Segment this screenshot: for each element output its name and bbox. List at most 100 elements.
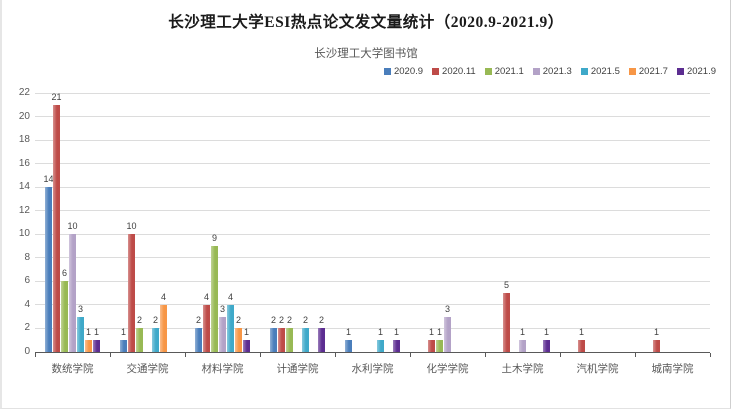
bar-value-label: 2 (278, 315, 285, 326)
x-axis-tick (710, 353, 711, 357)
y-axis-tick-label: 10 (18, 228, 30, 240)
bar-value-label: 9 (211, 233, 218, 244)
y-axis-tick-label: 22 (18, 87, 30, 98)
bar-2021.5-数统学院 (77, 316, 84, 352)
bar-value-label: 2 (286, 315, 293, 326)
bar-2020.9-数统学院 (45, 187, 52, 352)
x-axis-category-label: 汽机学院 (576, 363, 619, 375)
bar-2020.9-交通学院 (120, 340, 127, 352)
bar-value-label: 2 (195, 315, 202, 326)
legend-label: 2021.3 (542, 66, 572, 77)
bar-value-label: 6 (61, 268, 68, 279)
bar-value-label: 2 (152, 315, 159, 326)
y-axis-tick-label: 2 (24, 322, 30, 334)
bar-2020.9-计通学院 (270, 328, 277, 352)
legend-label: 2020.9 (393, 66, 424, 77)
legend-item-2020.9: 2020.9 (383, 66, 424, 77)
bar-2021.5-水利学院 (377, 340, 384, 352)
bar-value-label: 1 (519, 327, 526, 338)
bar-value-label: 2 (270, 315, 277, 326)
legend-item-2021.5: 2021.5 (580, 66, 620, 77)
y-axis-tick-label: 16 (18, 157, 30, 169)
bar-2021.3-化学学院 (444, 316, 451, 352)
x-axis-tick (110, 353, 111, 357)
y-gridline (35, 304, 710, 306)
x-axis-tick (185, 353, 186, 357)
x-axis-tick (635, 353, 636, 357)
bar-2020.11-土木学院 (503, 293, 510, 352)
bar-value-label: 1 (393, 327, 400, 338)
bar-value-label: 4 (160, 291, 167, 302)
bar-value-label: 1 (543, 327, 550, 338)
bar-2021.7-材料学院 (235, 328, 242, 352)
bar-2021.7-数统学院 (85, 340, 92, 352)
legend-label: 2021.1 (494, 66, 524, 77)
y-gridline (35, 327, 710, 329)
legend-label: 2020.11 (442, 66, 476, 77)
bar-value-label: 21 (51, 91, 62, 102)
y-gridline (35, 186, 710, 188)
bar-2021.3-土木学院 (519, 340, 526, 352)
bar-value-label: 1 (377, 327, 384, 338)
bar-value-label: 1 (653, 327, 660, 338)
y-gridline (35, 233, 710, 235)
bar-2020.9-材料学院 (195, 328, 202, 352)
bar-2021.1-计通学院 (286, 328, 293, 352)
x-axis-category-label: 土木学院 (501, 363, 544, 375)
bar-value-label: 5 (503, 280, 510, 291)
legend-item-2021.3: 2021.3 (532, 66, 572, 77)
bar-value-label: 1 (436, 327, 443, 338)
bar-value-label: 10 (126, 221, 137, 232)
x-axis-line (35, 352, 710, 353)
legend-swatch-icon (484, 68, 492, 75)
legend-swatch-icon (432, 68, 440, 75)
x-axis-category-label: 水利学院 (351, 363, 394, 375)
legend-item-2021.1: 2021.1 (484, 66, 524, 77)
bar-value-label: 4 (203, 291, 210, 302)
bar-value-label: 14 (43, 174, 54, 185)
bar-2021.3-数统学院 (69, 234, 76, 352)
bar-2021.1-材料学院 (211, 246, 218, 352)
bar-value-label: 4 (227, 291, 234, 302)
bar-2020.11-城南学院 (653, 340, 660, 352)
y-gridline (35, 163, 710, 165)
bar-value-label: 1 (93, 327, 100, 338)
bar-2021.1-交通学院 (136, 328, 143, 352)
bar-2020.11-交通学院 (128, 234, 135, 352)
x-axis-tick (560, 353, 561, 357)
x-axis-category-label: 化学学院 (426, 363, 469, 375)
chart-title: 长沙理工大学ESI热点论文发文量统计（2020.9-2021.9） (168, 14, 564, 31)
y-axis-tick-label: 8 (24, 251, 30, 263)
y-axis-tick-label: 0 (24, 346, 30, 357)
legend-swatch-icon (676, 68, 684, 75)
x-axis-tick (335, 353, 336, 357)
y-gridline (35, 139, 710, 141)
bar-2021.5-材料学院 (227, 304, 234, 352)
legend-item-2020.11: 2020.11 (432, 66, 476, 77)
chart-legend: 2020.9 2020.11 2021.1 2021.3 2021.5 2021.7 202… (383, 66, 716, 77)
bar-2021.1-数统学院 (61, 281, 68, 352)
x-axis-category-label: 材料学院 (201, 363, 244, 375)
y-gridline (35, 280, 710, 282)
legend-label: 2021.7 (638, 66, 668, 77)
bar-value-label: 2 (302, 315, 309, 326)
y-axis-tick-label: 6 (24, 275, 30, 287)
x-axis-category-label: 计通学院 (276, 363, 319, 375)
legend-item-2021.7: 2021.7 (628, 66, 668, 77)
y-axis-tick-label: 12 (18, 204, 30, 216)
x-axis-category-label: 交通学院 (126, 363, 169, 375)
bar-2020.11-化学学院 (428, 340, 435, 352)
x-axis-category-label: 城南学院 (651, 363, 694, 375)
y-axis-tick-label: 4 (24, 298, 30, 310)
y-axis-tick-label: 14 (18, 181, 30, 193)
x-axis-tick (485, 353, 486, 357)
bar-2021.9-土木学院 (543, 340, 550, 352)
bar-value-label: 2 (235, 315, 242, 326)
bar-value-label: 1 (120, 327, 127, 338)
x-axis-category-label: 数统学院 (51, 363, 94, 375)
bar-2021.7-交通学院 (160, 304, 167, 352)
bar-value-label: 3 (444, 303, 451, 314)
chart-subtitle: 长沙理工大学图书馆 (314, 48, 418, 60)
